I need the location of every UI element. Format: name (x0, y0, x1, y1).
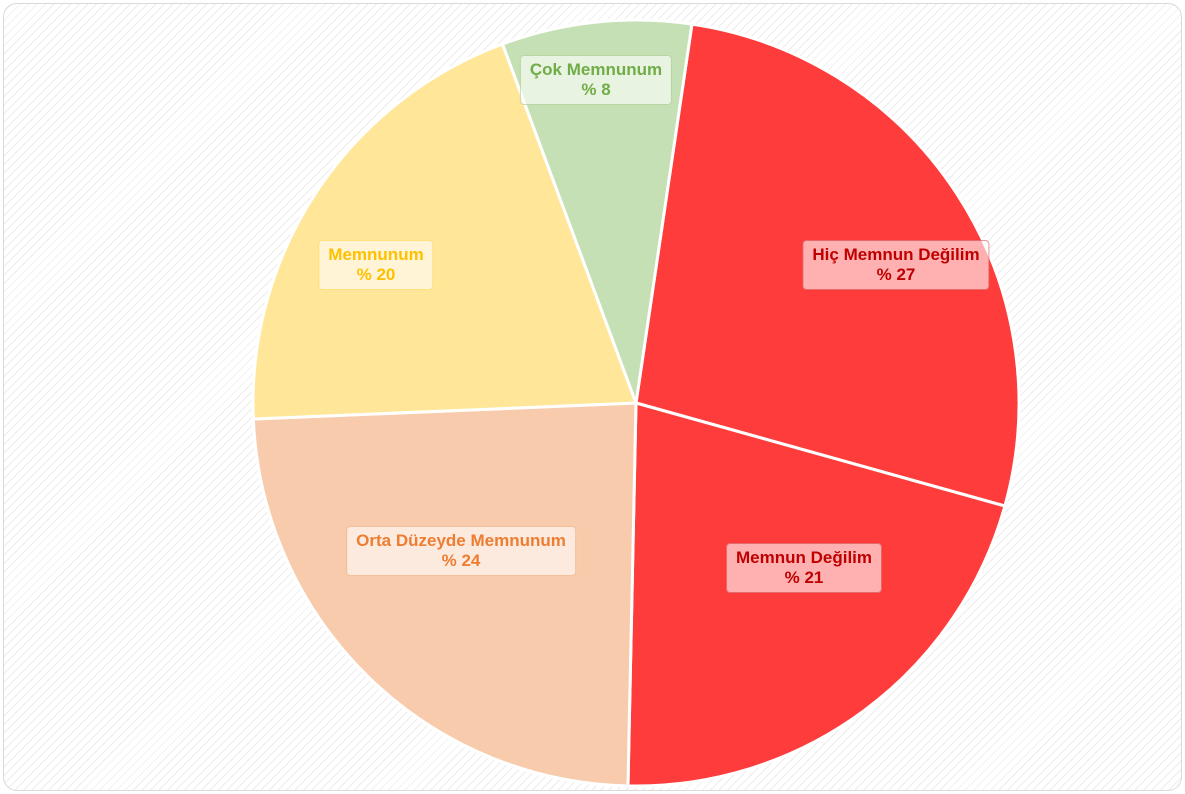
slice-name: Memnun Değilim (735, 548, 873, 567)
slice-value: % 20 (356, 265, 396, 284)
slice-name: Orta Düzeyde Memnunum (356, 531, 566, 550)
slice-value: % 21 (784, 568, 824, 587)
slice-value: % 24 (441, 551, 481, 570)
pie-slice (500, 18, 694, 404)
slice-label: Orta Düzeyde Memnunum% 24 (346, 526, 576, 576)
pie-slice (251, 401, 638, 788)
slice-label: Hiç Memnun Değilim% 27 (802, 240, 990, 290)
slice-name: Çok Memnunum (529, 60, 663, 79)
slice-value: % 27 (876, 265, 916, 284)
slice-name: Hiç Memnun Değilim (812, 245, 980, 264)
slice-name: Memnunum (328, 245, 424, 264)
slice-value: % 8 (581, 80, 611, 99)
slice-label: Memnunum% 20 (318, 240, 434, 290)
slice-label: Çok Memnunum% 8 (519, 55, 673, 105)
slice-label: Memnun Değilim% 21 (725, 543, 883, 593)
chart-frame: Hiç Memnun Değilim% 27 Memnun Değilim% 21… (3, 3, 1182, 791)
pie-slice (251, 42, 639, 421)
chart (251, 18, 1021, 788)
pie-slice (626, 401, 1007, 788)
